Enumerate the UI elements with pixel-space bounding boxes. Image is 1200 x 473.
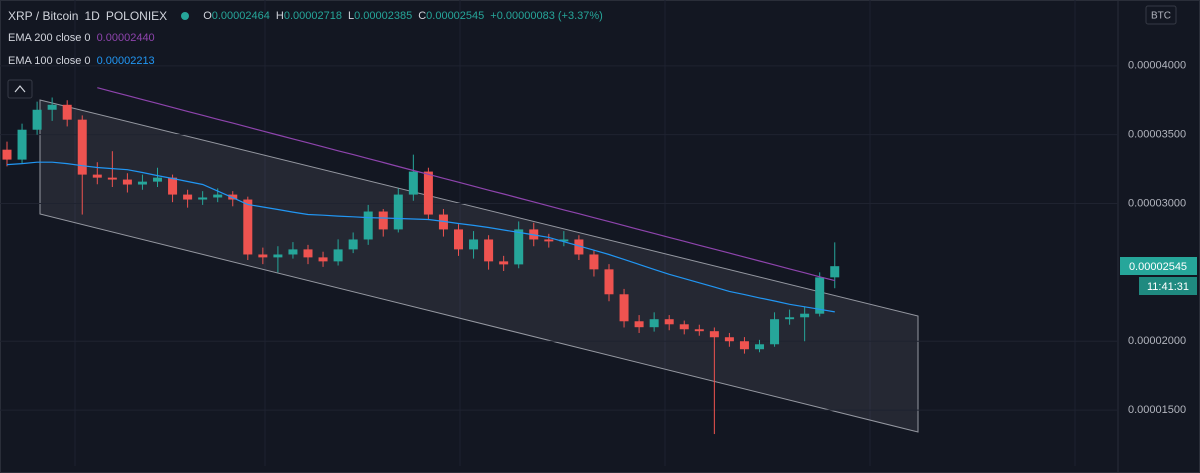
- candle-body: [755, 344, 764, 350]
- currency-box[interactable]: [1145, 5, 1177, 25]
- candle-body: [62, 104, 72, 120]
- candle-body: [258, 254, 268, 258]
- candle-body: [168, 177, 178, 195]
- candle-body: [739, 341, 749, 350]
- ohlc-label: O: [203, 10, 212, 22]
- ohlc-value: 0.00002718: [283, 10, 342, 22]
- candle-body: [303, 249, 313, 258]
- candle-body: [454, 229, 463, 250]
- price-tag-box: [1120, 257, 1197, 275]
- candle-body: [2, 149, 12, 160]
- countdown: 11:41:31: [1147, 281, 1189, 293]
- change: +0.00000083 (+3.37%): [490, 10, 603, 22]
- candle-body: [724, 337, 734, 342]
- ohlc-value: 0.00002385: [354, 10, 413, 22]
- countdown-box: [1139, 277, 1197, 295]
- candle-body: [830, 266, 840, 278]
- candle-body: [544, 239, 554, 242]
- symbol-legend: XRP / Bitcoin 1D POLONIEX O0.00002464 H0.…: [8, 9, 603, 23]
- candle-body: [153, 177, 162, 182]
- currency: BTC: [1151, 11, 1171, 22]
- ema-line: [6, 161, 835, 313]
- ohlc-item: L0.00002385: [348, 10, 412, 22]
- ohlc-label: C: [418, 10, 427, 22]
- ohlc-value: 0.00002545: [426, 10, 485, 22]
- candle-body: [514, 229, 524, 265]
- collapse-icon: [14, 85, 26, 93]
- y-tick-label: 0.00003500: [1128, 129, 1186, 141]
- candle-body: [137, 181, 147, 185]
- candle-body: [679, 324, 689, 330]
- candle-body: [649, 319, 659, 328]
- ohlc-label: L: [347, 10, 355, 22]
- ohlc-item: C0.00002545: [418, 10, 484, 22]
- candle-body: [243, 199, 253, 255]
- channel: [39, 99, 919, 433]
- candle-body: [589, 254, 599, 270]
- candle-body: [32, 109, 42, 130]
- candle-body: [785, 317, 795, 320]
- v-grid: [74, 0, 1076, 466]
- y-tick-label: 0.00003000: [1128, 197, 1186, 209]
- candle-body: [694, 329, 704, 332]
- ohlc-value: 0.00002464: [211, 10, 270, 22]
- candle-body: [469, 239, 479, 250]
- y-tick-label: 0.00001500: [1128, 404, 1186, 416]
- candle-body: [484, 239, 494, 262]
- candle-body: [619, 294, 629, 322]
- ema-legend: EMA 100 close 0 0.00002213: [8, 55, 155, 67]
- candle-body: [183, 194, 193, 200]
- status-dot: [181, 12, 190, 20]
- candle-body: [709, 331, 719, 338]
- y-tick-label: 0.00002000: [1128, 335, 1186, 347]
- exchange: POLONIEX: [105, 9, 168, 23]
- ema-name: EMA 100 close 0: [8, 55, 91, 67]
- candle-body: [378, 211, 388, 230]
- candle-body: [408, 171, 418, 195]
- candle-body: [604, 269, 614, 295]
- candle-body: [393, 194, 403, 230]
- candle-body: [815, 277, 825, 314]
- candle-body: [770, 319, 780, 345]
- candle-body: [213, 194, 223, 198]
- price-tag: 0.00002545: [1129, 261, 1187, 273]
- candle-body: [288, 249, 298, 255]
- ohlc-item: O0.00002464: [203, 10, 270, 22]
- y-tick-label: 0.00004000: [1128, 60, 1186, 72]
- candle-body: [17, 129, 27, 160]
- candle-body: [77, 119, 87, 175]
- ema-line: [97, 87, 835, 282]
- candle-body: [664, 319, 674, 325]
- ema-name: EMA 200 close 0: [8, 32, 91, 44]
- candle-body: [318, 257, 328, 262]
- ema-value: 0.00002213: [96, 55, 155, 67]
- candle-body: [47, 104, 57, 110]
- candle-body: [348, 239, 358, 250]
- interval: 1D: [84, 9, 100, 23]
- symbol: XRP / Bitcoin: [8, 9, 79, 23]
- ohlc: O0.00002464 H0.00002718 L0.00002385 C0.0000…: [203, 10, 484, 22]
- ema-value: 0.00002440: [96, 32, 155, 44]
- candle-body: [574, 239, 584, 255]
- candle-body: [333, 249, 343, 262]
- ohlc-item: H0.00002718: [276, 10, 342, 22]
- candle-body: [499, 261, 509, 265]
- candle-body: [92, 174, 102, 178]
- ohlc-label: H: [275, 10, 284, 22]
- candle-body: [122, 179, 132, 185]
- candle-body: [423, 171, 433, 215]
- candle-body: [800, 313, 810, 318]
- candle-body: [198, 197, 208, 200]
- collapse-button[interactable]: [7, 79, 33, 99]
- candle-body: [559, 239, 569, 242]
- candle-body: [363, 211, 373, 240]
- candle-body: [107, 177, 117, 180]
- ema-legend: EMA 200 close 0 0.00002440: [8, 32, 155, 44]
- candle-body: [634, 321, 644, 328]
- candle-body: [273, 254, 283, 258]
